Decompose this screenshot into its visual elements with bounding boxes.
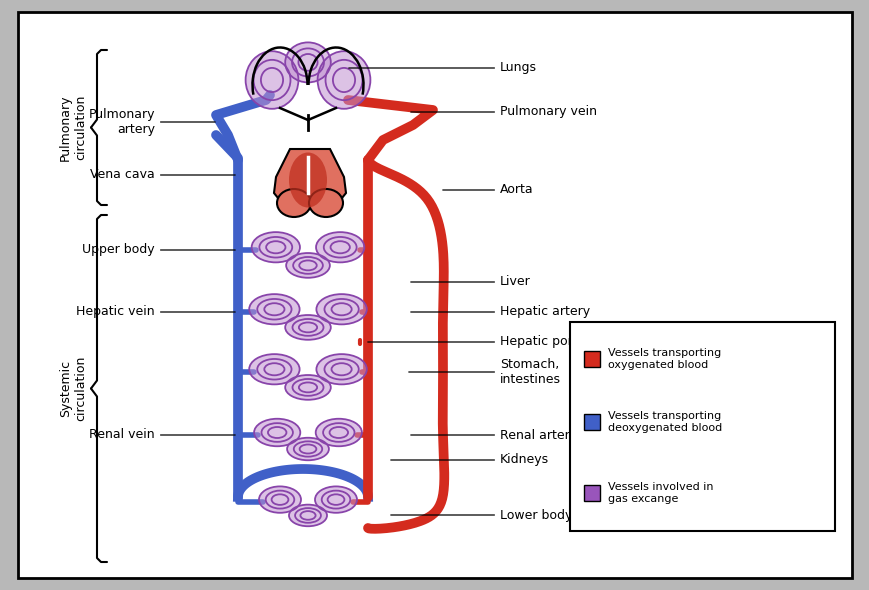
Ellipse shape <box>285 375 330 400</box>
Ellipse shape <box>287 438 328 460</box>
FancyBboxPatch shape <box>583 351 599 367</box>
Text: Aorta: Aorta <box>442 183 533 196</box>
Text: Vessels transporting
deoxygenated blood: Vessels transporting deoxygenated blood <box>607 411 721 433</box>
Text: Vessels involved in
gas excange: Vessels involved in gas excange <box>607 483 713 504</box>
FancyBboxPatch shape <box>583 486 599 502</box>
Ellipse shape <box>249 354 299 384</box>
Text: Vessels transporting
oxygenated blood: Vessels transporting oxygenated blood <box>607 349 720 370</box>
Ellipse shape <box>315 486 356 513</box>
Text: Renal artery: Renal artery <box>410 428 576 441</box>
Text: Hepatic artery: Hepatic artery <box>410 306 589 319</box>
Text: Kidneys: Kidneys <box>390 454 548 467</box>
Ellipse shape <box>316 294 367 325</box>
Polygon shape <box>274 149 346 207</box>
Ellipse shape <box>315 232 364 263</box>
Ellipse shape <box>317 51 370 109</box>
Text: Vena cava: Vena cava <box>90 169 235 182</box>
Text: Stomach,
intestines: Stomach, intestines <box>408 358 561 386</box>
Text: Pulmonary vein: Pulmonary vein <box>410 106 596 119</box>
Ellipse shape <box>276 189 310 217</box>
Ellipse shape <box>286 253 329 278</box>
Ellipse shape <box>289 504 327 526</box>
Ellipse shape <box>254 419 300 446</box>
Text: Systemic
circulation: Systemic circulation <box>59 356 87 421</box>
FancyBboxPatch shape <box>583 414 599 430</box>
Text: Hepatic vein: Hepatic vein <box>76 306 235 319</box>
Ellipse shape <box>285 315 330 340</box>
Ellipse shape <box>315 419 362 446</box>
FancyBboxPatch shape <box>569 322 834 531</box>
Ellipse shape <box>285 42 330 83</box>
Text: Pulmonary
artery: Pulmonary artery <box>89 108 215 136</box>
Text: Lungs: Lungs <box>348 61 536 74</box>
Ellipse shape <box>251 232 300 263</box>
Text: Lower body: Lower body <box>390 509 572 522</box>
Text: Pulmonary
circulation: Pulmonary circulation <box>59 94 87 160</box>
Ellipse shape <box>316 354 367 384</box>
Ellipse shape <box>259 486 301 513</box>
Text: Hepatic portal vein: Hepatic portal vein <box>368 336 619 349</box>
Text: Renal vein: Renal vein <box>90 428 235 441</box>
Ellipse shape <box>249 294 299 325</box>
Ellipse shape <box>289 152 327 208</box>
Ellipse shape <box>245 51 298 109</box>
Ellipse shape <box>308 189 342 217</box>
Text: Upper body: Upper body <box>83 244 235 257</box>
Text: Liver: Liver <box>410 276 530 289</box>
FancyBboxPatch shape <box>18 12 851 578</box>
